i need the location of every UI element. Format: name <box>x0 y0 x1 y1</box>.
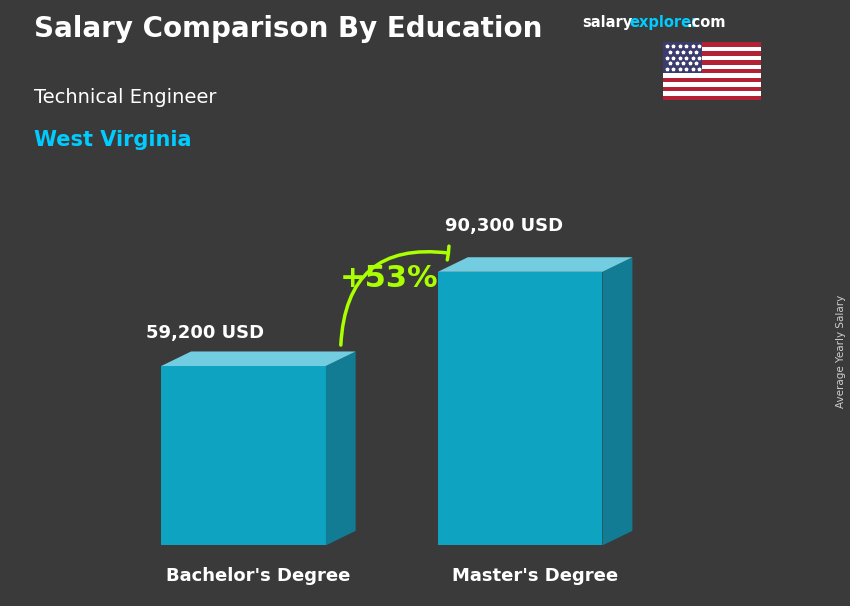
Text: West Virginia: West Virginia <box>34 130 191 150</box>
Text: Salary Comparison By Education: Salary Comparison By Education <box>34 15 542 43</box>
Polygon shape <box>438 271 603 545</box>
Text: explorer: explorer <box>629 15 699 30</box>
Text: 59,200 USD: 59,200 USD <box>146 324 264 342</box>
Polygon shape <box>162 351 355 366</box>
Polygon shape <box>162 366 326 545</box>
Bar <box>663 73 761 78</box>
Text: .com: .com <box>687 15 726 30</box>
Bar <box>663 47 761 52</box>
Bar <box>663 87 761 91</box>
Polygon shape <box>603 257 632 545</box>
Text: Technical Engineer: Technical Engineer <box>34 88 217 107</box>
Bar <box>663 65 761 69</box>
Bar <box>663 69 761 73</box>
Bar <box>663 42 702 73</box>
Bar <box>663 56 761 60</box>
Bar <box>663 96 761 100</box>
Bar <box>663 78 761 82</box>
Bar <box>663 91 761 96</box>
Text: Master's Degree: Master's Degree <box>452 567 618 585</box>
Bar <box>663 82 761 87</box>
Text: salary: salary <box>582 15 632 30</box>
Polygon shape <box>438 257 632 271</box>
Bar <box>663 52 761 56</box>
Text: Average Yearly Salary: Average Yearly Salary <box>836 295 846 408</box>
Bar <box>663 60 761 65</box>
Bar <box>663 42 761 47</box>
Text: Bachelor's Degree: Bachelor's Degree <box>167 567 350 585</box>
Polygon shape <box>326 351 355 545</box>
Text: +53%: +53% <box>340 264 439 293</box>
Text: 90,300 USD: 90,300 USD <box>445 218 564 235</box>
